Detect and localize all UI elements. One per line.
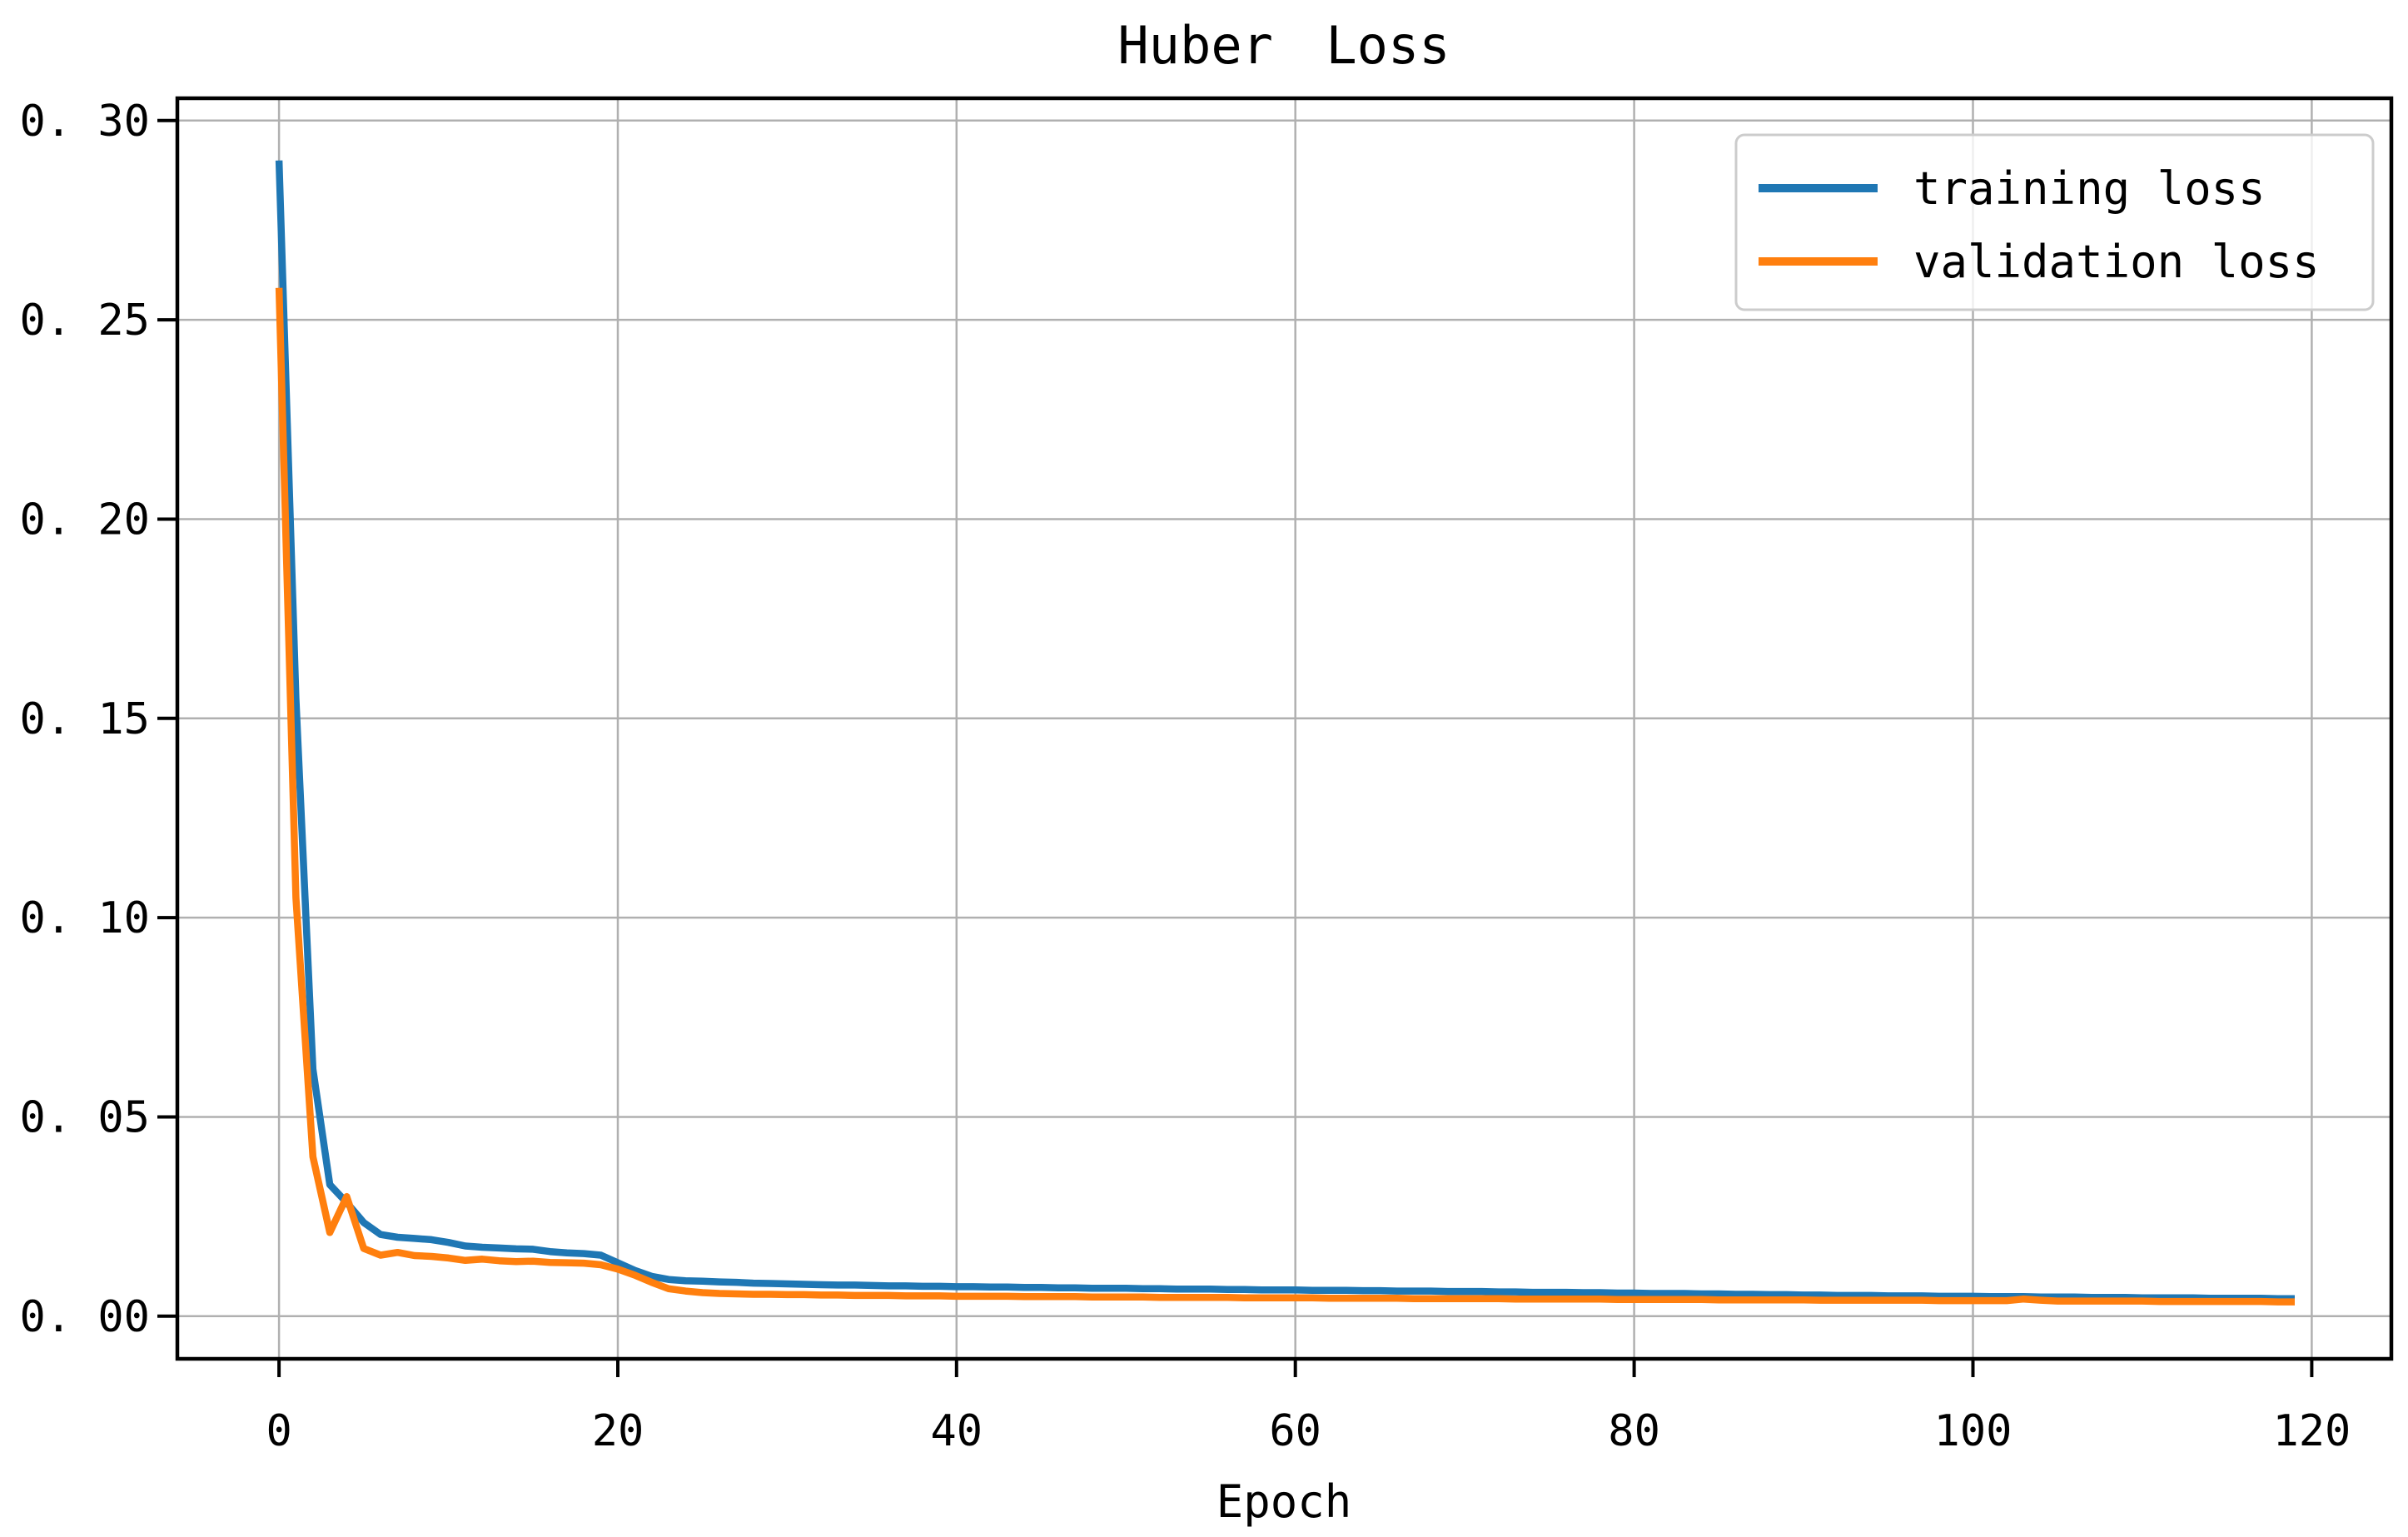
x-tick-label-20: 20 bbox=[592, 1406, 644, 1456]
axes-layer bbox=[157, 96, 2394, 1377]
y-tick-label-0.25: 0. 25 bbox=[19, 296, 150, 346]
legend: training loss validation loss bbox=[1734, 133, 2375, 311]
x-tick-label-0: 0 bbox=[266, 1406, 291, 1456]
x-tick-label-40: 40 bbox=[930, 1406, 983, 1456]
tick-label-layer: 0 20 40 60 80 100 120 0. 00 0. 05 0. 10 0. 15 0. 20… bbox=[19, 97, 2351, 1456]
chart-title: Huber Loss bbox=[1117, 15, 1450, 76]
y-tick-label-0.15: 0. 15 bbox=[19, 694, 150, 744]
y-tick-label-0.2: 0. 20 bbox=[19, 495, 150, 545]
legend-label-validation-loss: validation loss bbox=[1913, 236, 2320, 288]
plot-border bbox=[175, 96, 2394, 1361]
validation-loss-line bbox=[275, 287, 2295, 1306]
y-tick-label-0.1: 0. 10 bbox=[19, 893, 150, 943]
y-tick-label-0.05: 0. 05 bbox=[19, 1093, 150, 1143]
x-tick-label-80: 80 bbox=[1608, 1406, 1660, 1456]
x-tick-label-60: 60 bbox=[1269, 1406, 1321, 1456]
training-loss-line bbox=[275, 160, 2295, 1302]
x-tick-label-120: 120 bbox=[2272, 1406, 2351, 1456]
series-layer bbox=[275, 160, 2295, 1306]
x-axis-label: Epoch bbox=[1216, 1475, 1352, 1528]
y-tick-label-0: 0. 00 bbox=[19, 1292, 150, 1342]
x-tick-label-100: 100 bbox=[1934, 1406, 2012, 1456]
y-tick-label-0.3: 0. 30 bbox=[19, 97, 150, 147]
legend-label-training-loss: training loss bbox=[1913, 162, 2266, 215]
legend-box bbox=[1734, 133, 2375, 311]
